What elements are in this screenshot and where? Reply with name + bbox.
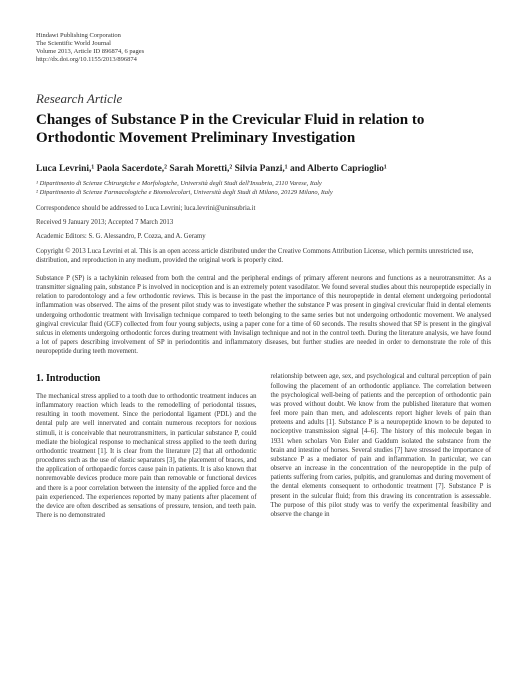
column-right: relationship between age, sex, and psych… [271,372,492,520]
volume-line: Volume 2013, Article ID 896874, 6 pages [36,48,491,56]
authors: Luca Levrini,¹ Paola Sacerdote,² Sarah M… [36,164,491,174]
doi-line: http://dx.doi.org/10.1155/2013/896874 [36,56,491,64]
academic-editors: Academic Editors: S. G. Alessandro, P. C… [36,233,491,240]
abstract: Substance P (SP) is a tachykinin release… [36,274,491,357]
publisher-line: Hindawi Publishing Corporation [36,32,491,40]
copyright-notice: Copyright © 2013 Luca Levrini et al. Thi… [36,247,491,265]
column-left-text: The mechanical stress applied to a tooth… [36,392,257,520]
journal-line: The Scientific World Journal [36,40,491,48]
header-meta: Hindawi Publishing Corporation The Scien… [36,32,491,65]
column-right-text: relationship between age, sex, and psych… [271,372,492,519]
column-left: 1. Introduction The mechanical stress ap… [36,372,257,520]
article-type: Research Article [36,91,491,107]
correspondence: Correspondence should be addressed to Lu… [36,205,491,212]
body-columns: 1. Introduction The mechanical stress ap… [36,372,491,520]
dates: Received 9 January 2013; Accepted 7 Marc… [36,219,491,226]
affiliation-2: ² Dipartimento di Scienze Farmacologiche… [36,189,491,198]
page: Hindawi Publishing Corporation The Scien… [0,0,527,697]
affiliation-1: ¹ Dipartimento di Scienze Chirurgiche e … [36,180,491,189]
section-1-heading: 1. Introduction [36,372,257,386]
article-title: Changes of Substance P in the Crevicular… [36,111,491,149]
